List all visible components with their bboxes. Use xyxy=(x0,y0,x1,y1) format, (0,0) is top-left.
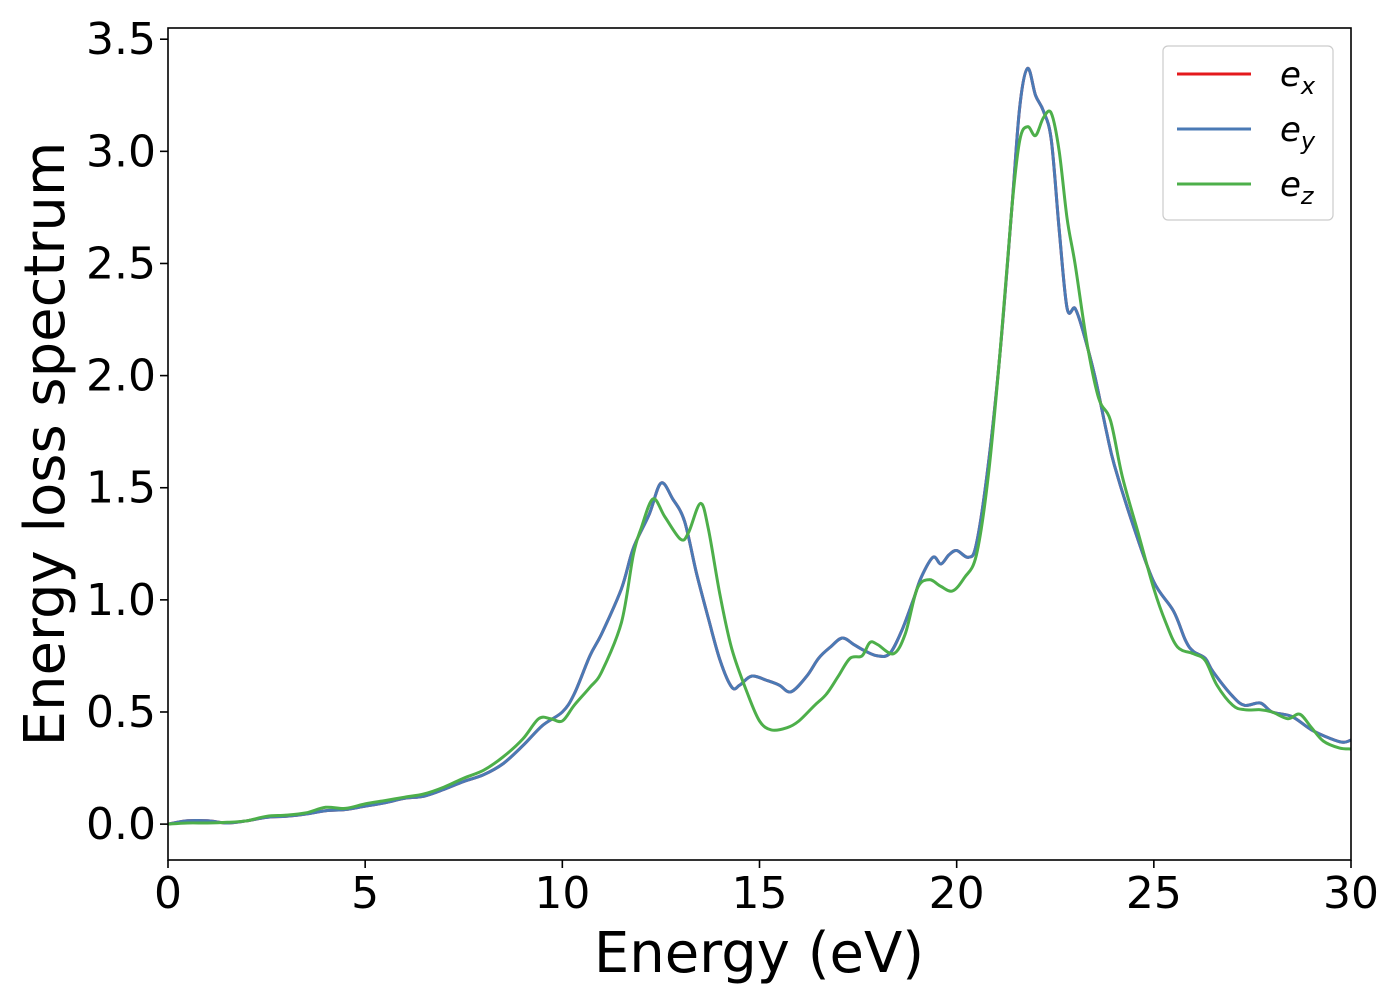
legend-box xyxy=(1162,45,1334,221)
y-axis-ticks: 0.0 0.5 1.0 1.5 2.0 2.5 3.0 3.5 xyxy=(86,14,168,850)
y-axis-label: Energy loss spectrum xyxy=(13,142,78,747)
x-axis-ticks: 0 5 10 15 20 25 30 xyxy=(154,860,1379,919)
x-axis-label: Energy (eV) xyxy=(594,921,924,986)
y-tick-label: 2.0 xyxy=(86,351,156,402)
x-tick-label: 15 xyxy=(732,868,788,919)
legend-label-e-z: ez xyxy=(1280,165,1315,210)
x-tick-label: 0 xyxy=(154,868,182,919)
series-lines xyxy=(168,66,1351,826)
x-tick-label: 5 xyxy=(351,868,379,919)
series-line-e-z xyxy=(168,109,1351,826)
plot-frame xyxy=(167,27,1352,861)
y-tick-label: 3.5 xyxy=(86,14,156,65)
y-tick-label: 2.5 xyxy=(86,238,156,289)
y-tick-label: 3.0 xyxy=(86,126,156,177)
legend-label-e-y: ey xyxy=(1280,110,1316,155)
x-tick-label: 30 xyxy=(1323,868,1379,919)
x-tick-label: 25 xyxy=(1126,868,1182,919)
x-tick-label: 20 xyxy=(929,868,985,919)
y-tick-label: 0.5 xyxy=(86,687,156,738)
legend-label-e-x: ex xyxy=(1280,55,1316,100)
legend: ex ey ez xyxy=(1162,45,1334,221)
y-tick-label: 0.0 xyxy=(86,799,156,850)
y-tick-label: 1.0 xyxy=(86,575,156,626)
y-tick-label: 1.5 xyxy=(86,463,156,514)
x-tick-label: 10 xyxy=(534,868,590,919)
